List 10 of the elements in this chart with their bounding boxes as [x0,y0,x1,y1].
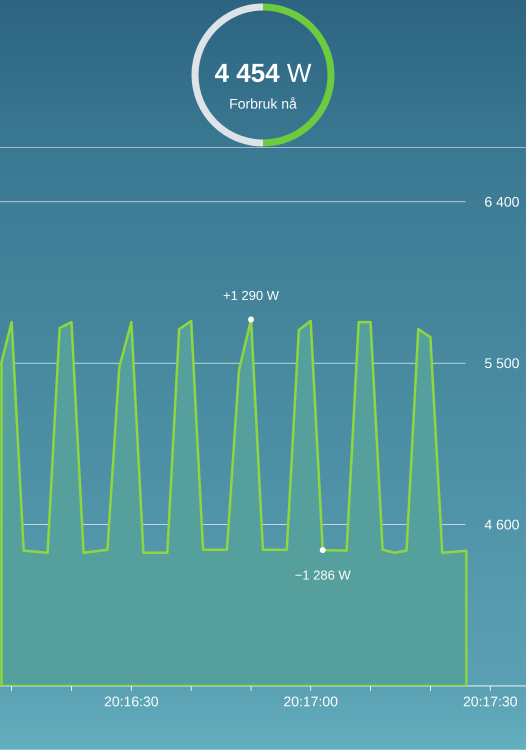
x-tick-label: 20:17:30 [464,696,517,706]
chart-title: 4 454 W [214,64,312,82]
x-tick-label: 20:17:00 [284,696,338,706]
annotation: +1 290 W [224,290,279,300]
x-tick-label: 20:16:30 [104,696,158,706]
annotation: −1 286 W [295,570,351,580]
y-tick-label: 4 600 [484,520,519,530]
y-tick-label: 6 400 [485,196,519,207]
chart-subtitle: Forbruk nå [230,97,297,109]
y-tick-label: 5 500 [484,358,519,368]
